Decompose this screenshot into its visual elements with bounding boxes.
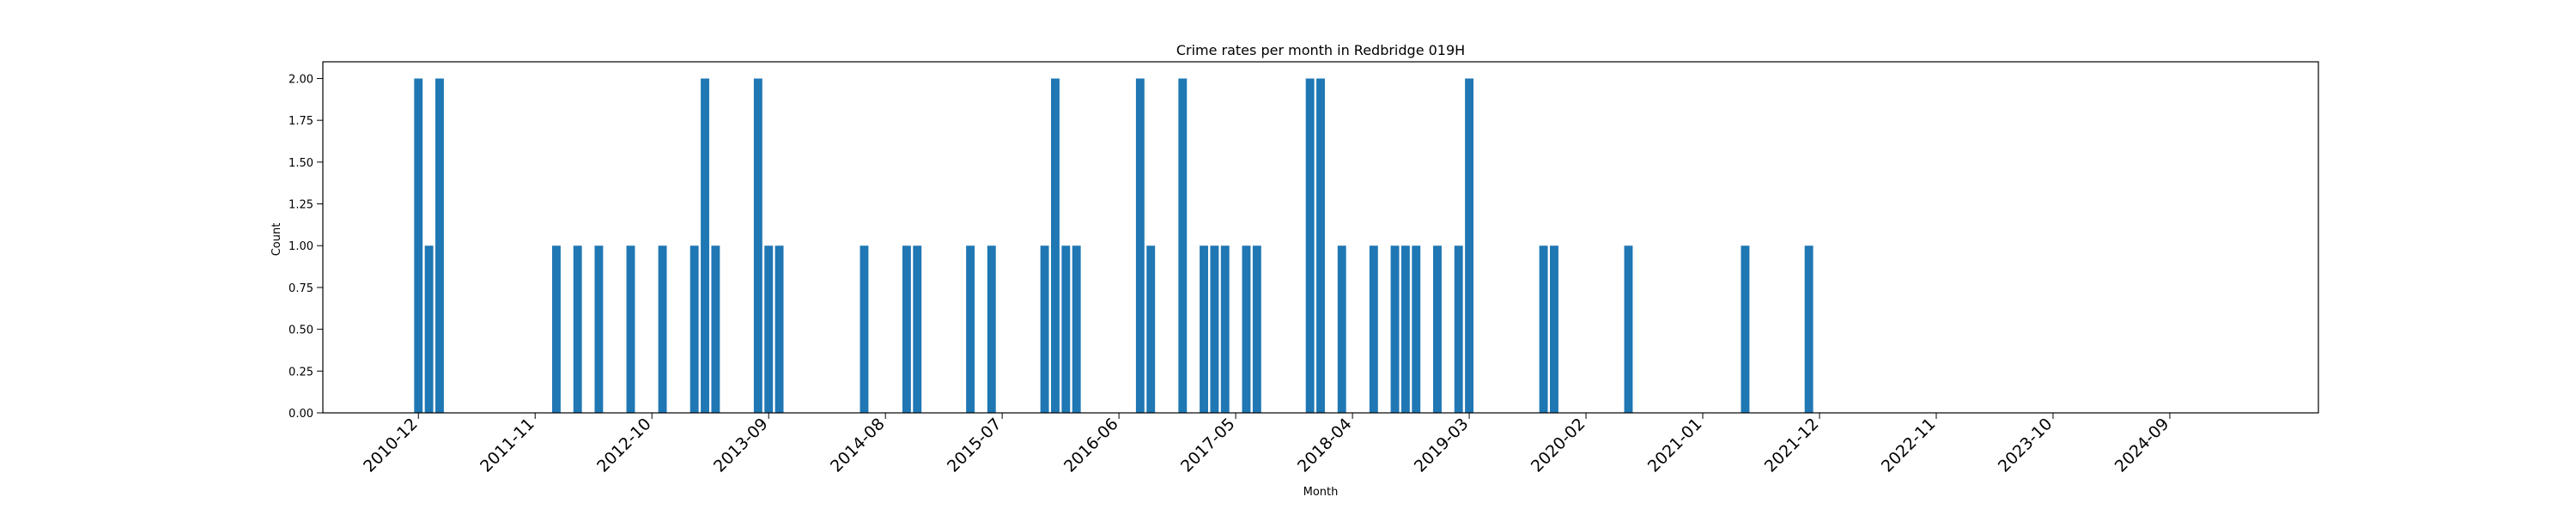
y-tick-label: 0.00 xyxy=(289,408,313,421)
bar-2015-11 xyxy=(1040,245,1049,413)
y-tick-label: 1.25 xyxy=(289,199,313,212)
x-axis: 2010-12 2011-11 2012-10 2013-09 2014-08 2015-… xyxy=(360,413,2172,476)
bar-2017-03 xyxy=(1210,245,1219,413)
bar-2016-09 xyxy=(1146,245,1156,413)
chart-title: Crime rates per month in Redbridge 019H xyxy=(1176,42,1465,58)
bar-2012-08 xyxy=(626,245,635,413)
bar-2017-12 xyxy=(1305,78,1315,413)
bar-2014-10 xyxy=(902,245,911,413)
bar-2021-05 xyxy=(1741,245,1750,413)
bar-2013-02 xyxy=(690,245,699,413)
bar-2019-11 xyxy=(1550,245,1558,413)
y-tick-label: 0.50 xyxy=(289,324,313,337)
bar-2017-07 xyxy=(1252,245,1261,413)
bar-2018-10 xyxy=(1412,245,1421,413)
bar-2017-02 xyxy=(1200,245,1208,413)
bar-2020-06 xyxy=(1624,245,1633,413)
x-tick-label: 2011-11 xyxy=(477,415,538,476)
bar-2021-11 xyxy=(1804,245,1814,413)
bar-2012-01 xyxy=(552,245,561,413)
bar-2017-06 xyxy=(1242,245,1251,413)
bar-2012-11 xyxy=(658,245,667,413)
bar-2019-03 xyxy=(1465,78,1474,413)
bar-2015-04 xyxy=(966,245,975,413)
bar-2013-09 xyxy=(764,245,774,413)
x-axis-label: Month xyxy=(1303,486,1339,499)
x-tick-label: 2021-01 xyxy=(1644,415,1706,476)
bar-2016-08 xyxy=(1135,78,1145,413)
bar-2010-12 xyxy=(414,78,423,413)
bar-2017-04 xyxy=(1220,245,1230,413)
plot-frame xyxy=(322,61,2319,414)
x-tick-label: 2014-08 xyxy=(827,415,889,476)
bar-2013-03 xyxy=(701,78,709,413)
bar-2018-12 xyxy=(1433,245,1442,413)
bar-2018-03 xyxy=(1337,245,1346,413)
x-tick-label: 2024-09 xyxy=(2111,415,2173,476)
x-tick-label: 2020-02 xyxy=(1528,415,1589,476)
y-tick-label: 0.25 xyxy=(289,366,313,379)
x-tick-label: 2016-06 xyxy=(1060,415,1122,476)
bar-2011-01 xyxy=(424,245,434,413)
y-tick-label: 0.75 xyxy=(289,282,313,295)
bar-2016-01 xyxy=(1061,245,1071,413)
y-tick-label: 2.00 xyxy=(289,73,313,86)
bar-2013-08 xyxy=(753,78,762,413)
bar-2014-11 xyxy=(913,245,922,413)
bar-2018-01 xyxy=(1316,78,1325,413)
bar-2019-02 xyxy=(1454,245,1463,413)
x-tick-label: 2013-09 xyxy=(710,415,772,476)
bar-2012-05 xyxy=(594,245,604,413)
bars-group xyxy=(414,78,1814,413)
x-tick-label: 2012-10 xyxy=(593,415,655,476)
bar-2016-12 xyxy=(1178,78,1188,413)
bar-2011-02 xyxy=(435,78,444,413)
x-tick-label: 2017-05 xyxy=(1177,415,1239,476)
bar-2018-06 xyxy=(1369,245,1378,413)
x-tick-label: 2023-10 xyxy=(1995,415,2057,476)
y-axis: 0.00 0.25 0.50 0.75 1.00 1.25 1.50 1.75 2.00 xyxy=(289,73,323,421)
bar-2015-12 xyxy=(1051,78,1060,413)
bar-2018-09 xyxy=(1400,245,1410,413)
bar-2014-06 xyxy=(860,245,869,413)
bar-2019-10 xyxy=(1539,245,1548,413)
x-tick-label: 2015-07 xyxy=(944,415,1005,476)
y-axis-label: Count xyxy=(270,223,283,257)
bar-2015-06 xyxy=(987,245,996,413)
x-tick-label: 2021-12 xyxy=(1761,415,1823,476)
bar-2018-08 xyxy=(1390,245,1400,413)
y-tick-label: 1.75 xyxy=(289,115,313,128)
x-tick-label: 2018-04 xyxy=(1294,415,1356,476)
x-tick-label: 2010-12 xyxy=(360,415,422,476)
bar-2016-02 xyxy=(1072,245,1081,413)
x-tick-label: 2022-11 xyxy=(1878,415,1940,476)
x-tick-label: 2019-03 xyxy=(1411,415,1473,476)
y-tick-label: 1.00 xyxy=(289,240,313,253)
y-tick-label: 1.50 xyxy=(289,157,313,170)
bar-2012-03 xyxy=(573,245,582,413)
bar-2013-10 xyxy=(775,245,784,413)
bar-2013-04 xyxy=(711,245,720,413)
